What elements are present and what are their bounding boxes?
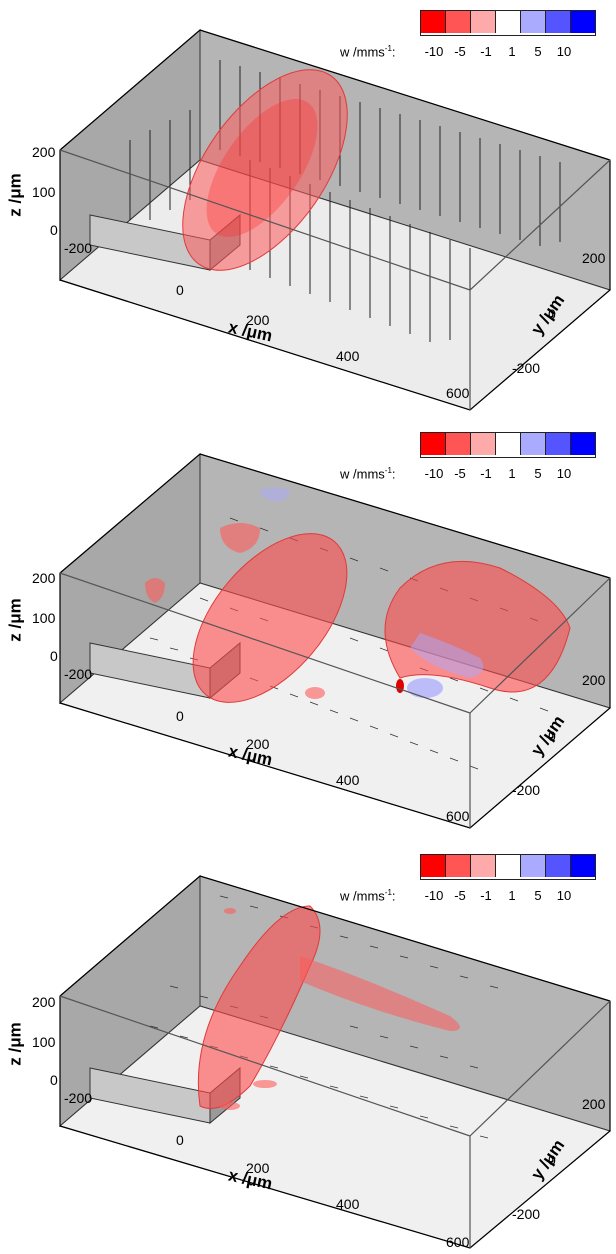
colorbar-legend: w /mms-1: -10 -5 -1 1 5 10 xyxy=(340,10,616,70)
x-tick: -200 xyxy=(64,240,92,256)
swatch xyxy=(446,433,471,455)
y-tick: -200 xyxy=(512,1206,540,1222)
colorbar-tick: 1 xyxy=(508,44,515,59)
colorbar-tick: -10 xyxy=(425,466,444,481)
panel-2: w /mms-1: -10 -5 -1 1 5 10 z /μm 200 100… xyxy=(0,418,616,836)
y-tick: 200 xyxy=(582,672,605,688)
swatch xyxy=(421,855,446,877)
x-tick: 400 xyxy=(336,772,359,788)
colorbar-label: w /mms-1: xyxy=(340,44,396,59)
colorbar-swatches xyxy=(420,854,596,880)
x-tick: 400 xyxy=(336,1196,359,1212)
colorbar-tick: 1 xyxy=(508,466,515,481)
swatch xyxy=(571,855,595,877)
swatch xyxy=(496,855,521,877)
colorbar-tick: -10 xyxy=(425,44,444,59)
z-tick: 0 xyxy=(50,1072,58,1088)
x-tick: 600 xyxy=(446,385,469,401)
colorbar-tick: 10 xyxy=(557,466,571,481)
swatch xyxy=(421,11,446,33)
colorbar-tick: -1 xyxy=(480,466,492,481)
swatch xyxy=(521,433,546,455)
colorbar-tick: 10 xyxy=(557,44,571,59)
swatch xyxy=(571,433,595,455)
swatch xyxy=(521,11,546,33)
z-tick: 100 xyxy=(32,184,55,200)
colorbar-tick: 5 xyxy=(534,888,541,903)
x-tick: 600 xyxy=(446,808,469,824)
swatch xyxy=(471,433,496,455)
colorbar-tick: -5 xyxy=(454,466,466,481)
swatch xyxy=(546,11,571,33)
colorbar-legend: w /mms-1: -10 -5 -1 1 5 10 xyxy=(340,432,616,492)
colorbar-swatches xyxy=(420,432,596,458)
y-tick: 200 xyxy=(582,1096,605,1112)
colorbar-tick: 5 xyxy=(534,44,541,59)
swatch xyxy=(421,433,446,455)
swatch xyxy=(571,11,595,33)
y-tick: -200 xyxy=(512,360,540,376)
colorbar-tick: 1 xyxy=(508,888,515,903)
colorbar-label: w /mms-1: xyxy=(340,888,396,903)
z-tick: 0 xyxy=(50,648,58,664)
colorbar-tick: -1 xyxy=(480,44,492,59)
x-tick: 0 xyxy=(176,708,184,724)
z-tick: 100 xyxy=(32,1034,55,1050)
swatch xyxy=(446,11,471,33)
colorbar-tick: 5 xyxy=(534,466,541,481)
swatch xyxy=(546,433,571,455)
z-tick: 200 xyxy=(32,994,55,1010)
swatch xyxy=(521,855,546,877)
swatch xyxy=(471,11,496,33)
z-axis-label: z /μm xyxy=(6,173,26,216)
x-tick: 0 xyxy=(176,1132,184,1148)
swatch xyxy=(496,11,521,33)
y-tick: 200 xyxy=(582,250,605,266)
panel-3: w /mms-1: -10 -5 -1 1 5 10 z /μm 200 100… xyxy=(0,836,616,1254)
z-tick: 200 xyxy=(32,144,55,160)
colorbar-tick: -10 xyxy=(425,888,444,903)
z-tick: 0 xyxy=(50,222,58,238)
y-tick: -200 xyxy=(512,782,540,798)
panel-1: w /mms-1: -10 -5 -1 1 5 10 z /μm 200 100… xyxy=(0,0,616,418)
swatch xyxy=(446,855,471,877)
x-tick: 400 xyxy=(336,348,359,364)
colorbar-label: w /mms-1: xyxy=(340,466,396,481)
colorbar-tick: 10 xyxy=(557,888,571,903)
swatch xyxy=(496,433,521,455)
colorbar-tick: -5 xyxy=(454,888,466,903)
z-tick: 100 xyxy=(32,610,55,626)
colorbar-swatches xyxy=(420,10,596,36)
swatch xyxy=(471,855,496,877)
colorbar-ticks: -10 -5 -1 1 5 10 xyxy=(434,888,604,904)
colorbar-ticks: -10 -5 -1 1 5 10 xyxy=(434,44,604,60)
colorbar-tick: -1 xyxy=(480,888,492,903)
x-tick: -200 xyxy=(64,1090,92,1106)
x-tick: 600 xyxy=(446,1234,469,1250)
z-axis-label: z /μm xyxy=(6,1022,26,1065)
z-axis-label: z /μm xyxy=(6,598,26,641)
colorbar-legend: w /mms-1: -10 -5 -1 1 5 10 xyxy=(340,854,616,914)
x-tick: 0 xyxy=(176,282,184,298)
colorbar-ticks: -10 -5 -1 1 5 10 xyxy=(434,466,604,482)
x-tick: -200 xyxy=(64,666,92,682)
swatch xyxy=(546,855,571,877)
z-tick: 200 xyxy=(32,570,55,586)
colorbar-tick: -5 xyxy=(454,44,466,59)
